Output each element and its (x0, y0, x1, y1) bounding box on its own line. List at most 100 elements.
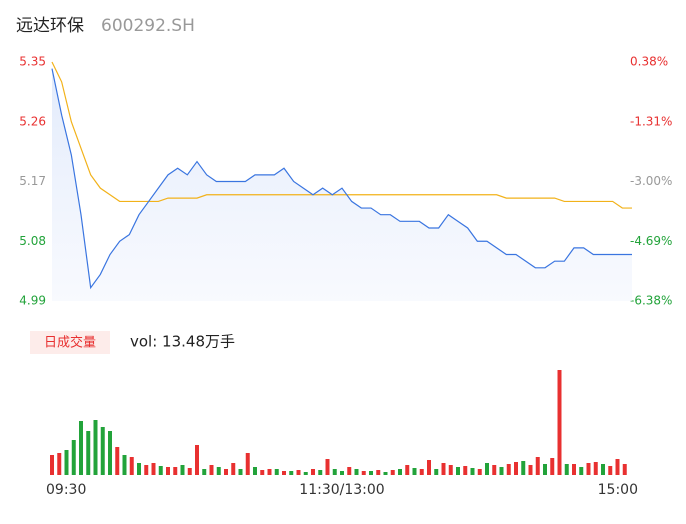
volume-bar (122, 455, 127, 475)
volume-bar (129, 457, 134, 475)
volume-bar (64, 450, 69, 475)
volume-bar (57, 453, 62, 475)
volume-bar (311, 469, 315, 475)
y-tick-label: 5.17 (19, 174, 46, 188)
volume-bar (267, 469, 272, 475)
y2-tick-label: -1.31% (630, 114, 672, 128)
volume-bar (253, 467, 257, 475)
x-tick-label: 11:30/13:00 (299, 482, 384, 498)
volume-bar (325, 459, 330, 475)
volume-bar (340, 471, 344, 475)
volume-bar (622, 464, 627, 475)
y-tick-label: 4.99 (19, 294, 46, 308)
volume-bar (187, 468, 192, 475)
volume-total: vol: 13.48万手 (130, 333, 235, 351)
volume-bar (427, 460, 431, 475)
volume-bar (579, 467, 584, 475)
volume-bar (274, 469, 279, 475)
volume-bar (419, 469, 424, 475)
volume-bar (543, 464, 547, 475)
y-tick-label: 5.08 (19, 234, 46, 248)
volume-bar (564, 464, 569, 475)
volume-bar (115, 447, 120, 475)
volume-bar (144, 465, 149, 475)
volume-bar (180, 465, 185, 475)
x-tick-label: 09:30 (46, 482, 86, 498)
volume-bar (166, 467, 170, 475)
volume-bar (195, 445, 199, 475)
volume-bar (224, 469, 228, 475)
volume-bar (390, 470, 395, 475)
volume-bar (151, 463, 156, 475)
volume-bar (332, 469, 337, 475)
volume-bar (245, 453, 250, 475)
volume-bar (550, 458, 555, 475)
volume-bar (202, 469, 207, 475)
volume-bar (405, 465, 410, 475)
average-line (51, 61, 632, 209)
volume-bar (318, 470, 323, 475)
volume-bar (296, 470, 301, 475)
volume-bar (354, 469, 359, 475)
volume-label: 日成交量 (44, 335, 96, 351)
volume-bar (216, 467, 221, 475)
volume-bar (521, 461, 526, 475)
stock-name: 远达环保 (16, 16, 84, 36)
volume-bar (86, 431, 91, 475)
volume-bar (282, 471, 286, 475)
y2-tick-label: -6.38% (630, 294, 672, 308)
stock-code: 600292.SH (101, 16, 195, 36)
volume-bar (593, 462, 598, 475)
volume-bar (108, 431, 112, 475)
volume-bar (485, 463, 489, 475)
volume-bar (289, 471, 294, 475)
x-tick-label: 15:00 (598, 482, 638, 498)
volume-bar (137, 463, 141, 475)
y2-tick-label: 0.38% (630, 55, 668, 69)
y-tick-label: 5.35 (19, 55, 46, 69)
volume-bar (601, 464, 605, 475)
volume-bar (441, 463, 446, 475)
price-area (52, 68, 632, 301)
volume-bar (448, 465, 453, 475)
volume-bar (209, 465, 214, 475)
volume-bar (238, 469, 243, 475)
volume-bar (506, 464, 511, 475)
volume-bar (383, 472, 388, 475)
volume-bar (173, 467, 178, 475)
volume-bar (347, 467, 352, 475)
volume-bar (499, 467, 504, 475)
volume-label-bg (30, 331, 110, 354)
volume-bar (572, 464, 576, 475)
volume-bar (528, 465, 533, 475)
volume-bar (470, 468, 475, 475)
volume-bar (492, 465, 497, 475)
volume-bar (557, 370, 562, 475)
volume-bar (100, 427, 105, 475)
price-line (51, 68, 632, 290)
volume-bar (79, 421, 83, 475)
volume-bar (93, 420, 98, 475)
volume-bar (303, 472, 308, 475)
volume-bar (477, 469, 482, 475)
volume-bar (412, 468, 417, 475)
volume-bar (434, 469, 439, 475)
volume-bar (361, 471, 366, 475)
volume-bar (514, 462, 518, 475)
volume-bar (586, 463, 591, 475)
volume-bar (456, 467, 460, 475)
y-tick-label: 5.26 (19, 114, 46, 128)
y2-tick-label: -4.69% (630, 234, 672, 248)
volume-bar (398, 469, 402, 475)
volume-bar (158, 466, 163, 475)
volume-bar (463, 466, 468, 475)
volume-bar (376, 470, 381, 475)
volume-bar (50, 455, 54, 475)
volume-bar (615, 459, 620, 475)
volume-bar (369, 471, 373, 475)
volume-bar (260, 470, 265, 475)
y2-tick-label: -3.00% (630, 174, 672, 188)
volume-bar (71, 440, 76, 475)
volume-bar (231, 463, 236, 475)
